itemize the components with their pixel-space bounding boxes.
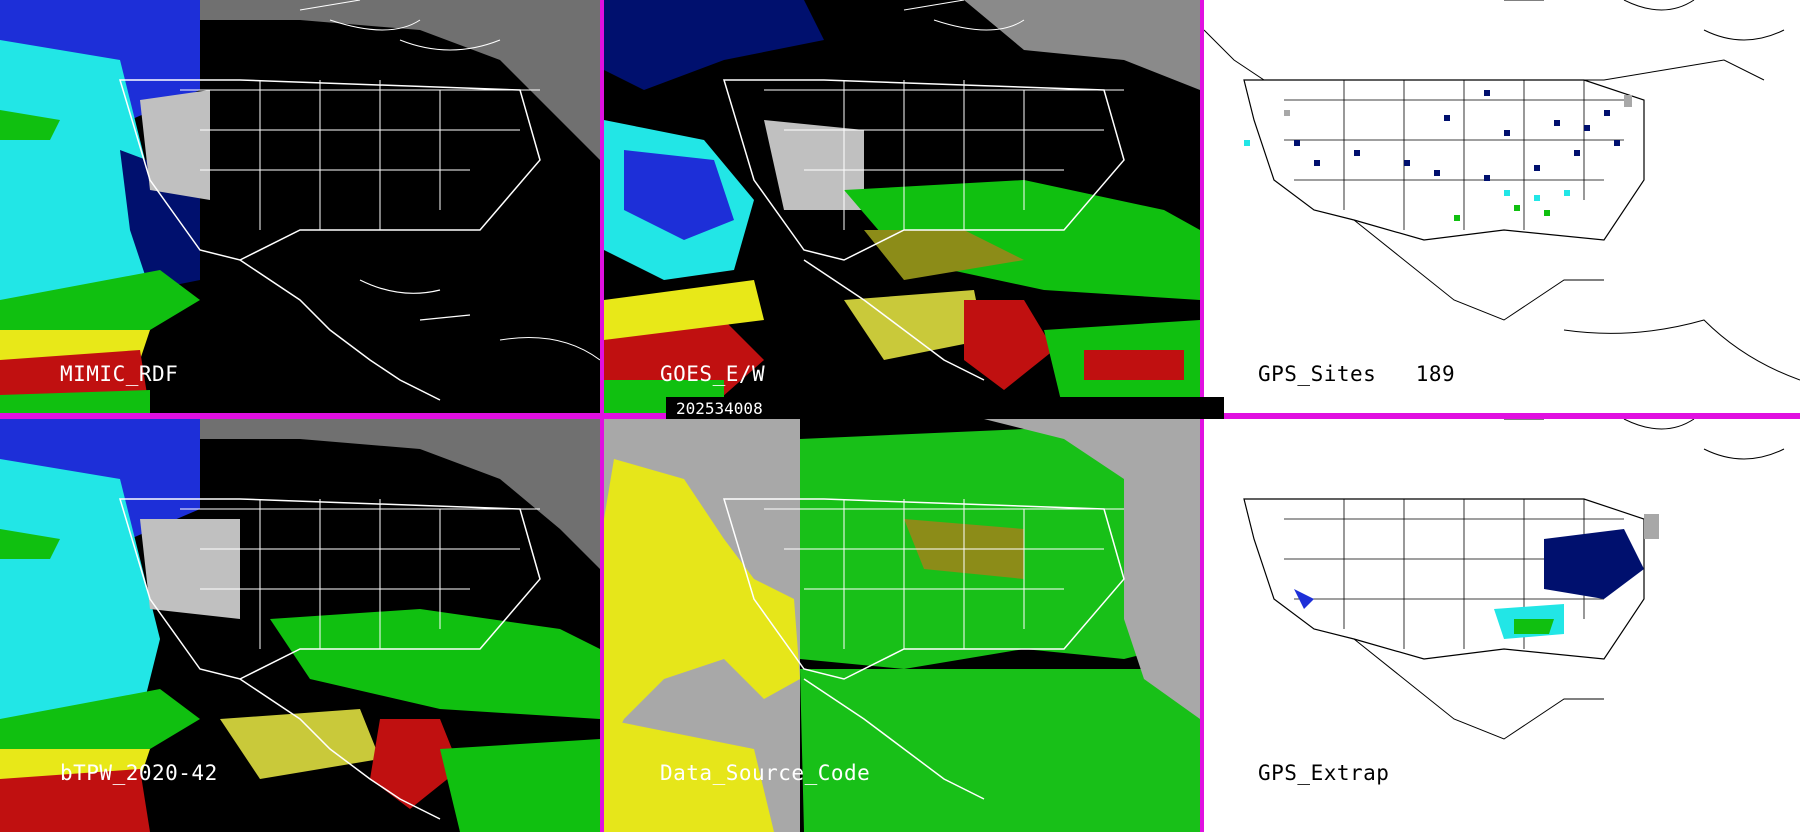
data-source-label: Data_Source_Code — [660, 761, 871, 785]
goes-ew-map — [604, 0, 1200, 413]
data-source-map — [604, 419, 1200, 832]
gps-sites-label: GPS_Sites 189 — [1258, 362, 1455, 386]
gps-sites-count: 189 — [1415, 362, 1456, 386]
goes-ew-label: GOES_E/W — [660, 362, 766, 386]
timestamp: 202534008 — [676, 399, 763, 418]
mimic-rdf-map — [0, 0, 600, 413]
btpw-label: bTPW_2020-42 — [60, 761, 218, 785]
timestamp-bar: 202534008 — [666, 397, 1224, 419]
data-source-panel: Data_Source_Code — [604, 419, 1200, 832]
gps-extrap-map — [1204, 419, 1800, 832]
btpw-map — [0, 419, 600, 832]
btpw-panel: bTPW_2020-42 — [0, 419, 600, 832]
mimic-rdf-label: MIMIC_RDF — [60, 362, 179, 386]
gps-sites-map — [1204, 0, 1800, 413]
gps-extrap-panel: GPS_Extrap — [1204, 419, 1800, 832]
gps-sites-label-text: GPS_Sites — [1258, 362, 1377, 386]
goes-ew-panel: GOES_E/W — [604, 0, 1200, 413]
gps-extrap-label: GPS_Extrap — [1258, 761, 1390, 785]
mimic-rdf-panel: MIMIC_RDF — [0, 0, 600, 413]
gps-sites-panel: GPS_Sites 189 — [1204, 0, 1800, 413]
